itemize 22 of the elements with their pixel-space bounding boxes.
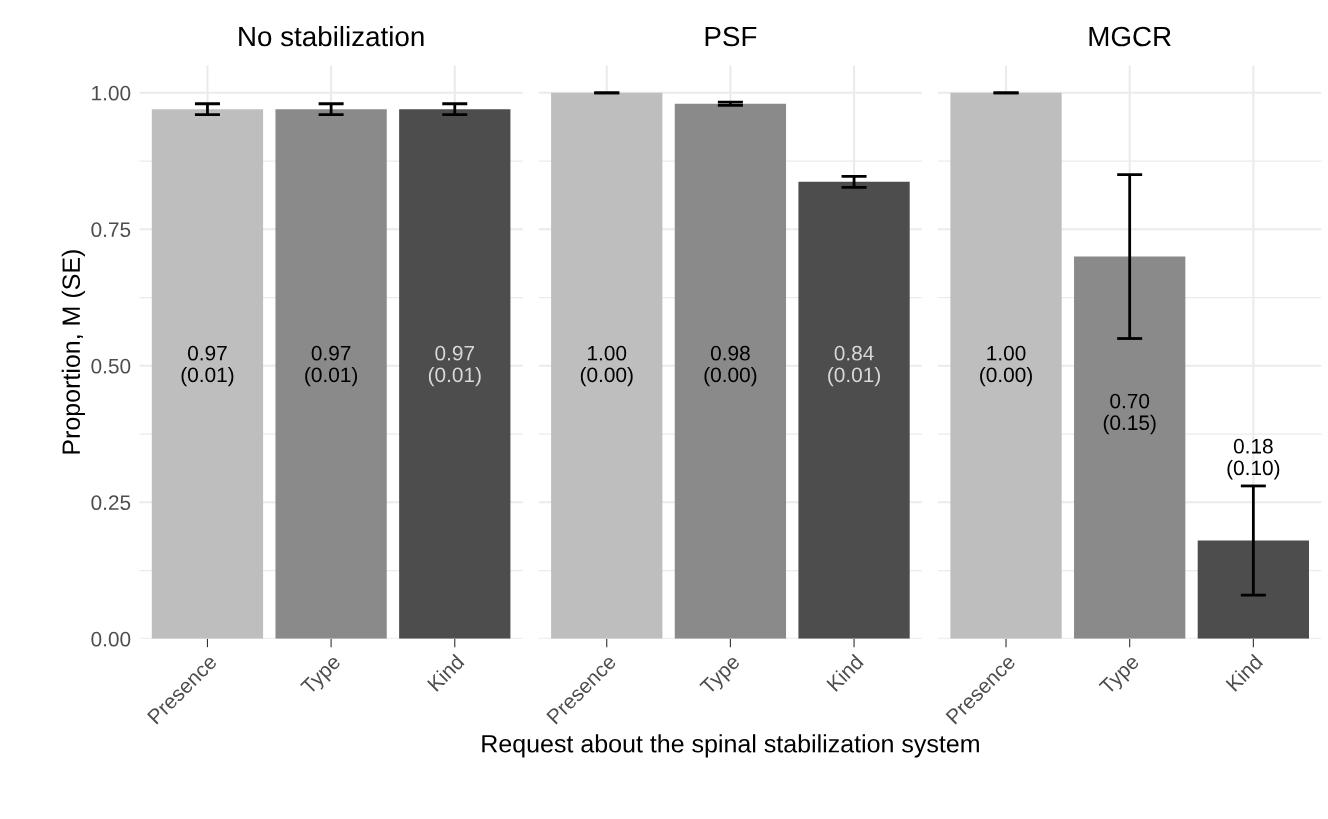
data-label: 0.18 (0.10)	[1227, 438, 1280, 480]
data-label: 0.97 (0.01)	[428, 345, 481, 387]
y-tick-label: 1.00	[92, 85, 131, 101]
data-label: 1.00 (0.00)	[580, 345, 633, 387]
x-tick-label: Type	[699, 653, 744, 699]
data-label: 0.70 (0.15)	[1103, 393, 1156, 435]
chart-title: PSF	[705, 26, 757, 47]
data-label: 0.97 (0.01)	[305, 345, 358, 387]
data-label: 1.00 (0.00)	[980, 345, 1032, 387]
y-tick-label: 0.50	[91, 358, 131, 374]
chart-title: No stabilization	[239, 25, 424, 47]
y-tick-label: 0.00	[91, 631, 131, 647]
data-label: 0.84 (0.01)	[828, 345, 880, 387]
y-tick-label: 0.75	[91, 222, 131, 238]
chart-title: MGCR	[1089, 26, 1171, 47]
x-axis-title: Request about the spinal stabilization system	[482, 734, 979, 758]
y-tick-label: 0.25	[91, 495, 131, 511]
x-tick-label: Type	[1098, 653, 1143, 699]
data-label: 0.98 (0.00)	[704, 345, 757, 387]
y-axis-title: Proportion, M (SE)	[61, 250, 86, 454]
x-tick-label: Type	[300, 653, 345, 699]
data-label: 0.97 (0.01)	[181, 345, 234, 387]
